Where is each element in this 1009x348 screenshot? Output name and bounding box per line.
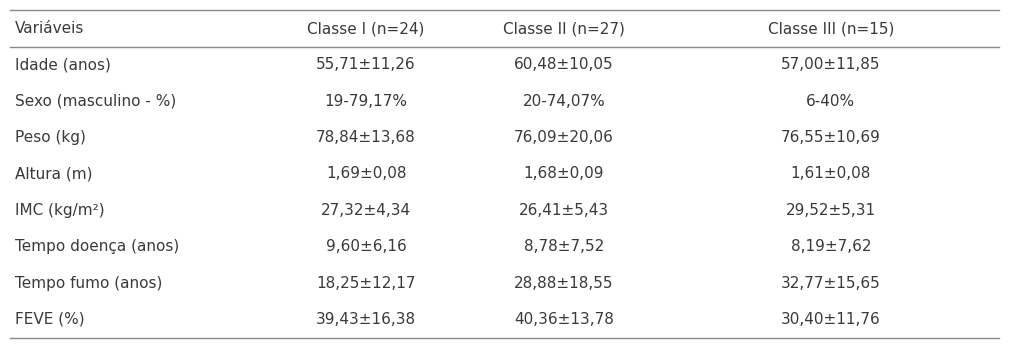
Text: 1,68±0,09: 1,68±0,09	[524, 166, 604, 182]
Text: 9,60±6,16: 9,60±6,16	[326, 239, 407, 254]
Text: 26,41±5,43: 26,41±5,43	[519, 203, 608, 218]
Text: 1,61±0,08: 1,61±0,08	[791, 166, 871, 182]
Text: 55,71±11,26: 55,71±11,26	[316, 57, 416, 72]
Text: IMC (kg/m²): IMC (kg/m²)	[15, 203, 105, 218]
Text: 29,52±5,31: 29,52±5,31	[786, 203, 876, 218]
Text: Altura (m): Altura (m)	[15, 166, 93, 182]
Text: Classe III (n=15): Classe III (n=15)	[768, 21, 894, 36]
Text: 27,32±4,34: 27,32±4,34	[321, 203, 411, 218]
Text: 19-79,17%: 19-79,17%	[325, 94, 408, 109]
Text: 78,84±13,68: 78,84±13,68	[316, 130, 416, 145]
Text: 76,55±10,69: 76,55±10,69	[781, 130, 881, 145]
Text: FEVE (%): FEVE (%)	[15, 312, 85, 327]
Text: Tempo fumo (anos): Tempo fumo (anos)	[15, 276, 162, 291]
Text: 20-74,07%: 20-74,07%	[523, 94, 605, 109]
Text: 39,43±16,38: 39,43±16,38	[316, 312, 416, 327]
Text: 30,40±11,76: 30,40±11,76	[781, 312, 881, 327]
Text: Variáveis: Variáveis	[15, 21, 85, 36]
Text: Classe II (n=27): Classe II (n=27)	[502, 21, 625, 36]
Text: 8,19±7,62: 8,19±7,62	[791, 239, 871, 254]
Text: 8,78±7,52: 8,78±7,52	[524, 239, 604, 254]
Text: 76,09±20,06: 76,09±20,06	[514, 130, 613, 145]
Text: 60,48±10,05: 60,48±10,05	[514, 57, 613, 72]
Text: Idade (anos): Idade (anos)	[15, 57, 111, 72]
Text: Classe I (n=24): Classe I (n=24)	[308, 21, 425, 36]
Text: Sexo (masculino - %): Sexo (masculino - %)	[15, 94, 177, 109]
Text: 6-40%: 6-40%	[806, 94, 856, 109]
Text: 1,69±0,08: 1,69±0,08	[326, 166, 407, 182]
Text: 57,00±11,85: 57,00±11,85	[781, 57, 881, 72]
Text: 18,25±12,17: 18,25±12,17	[316, 276, 416, 291]
Text: Tempo doença (anos): Tempo doença (anos)	[15, 239, 180, 254]
Text: Peso (kg): Peso (kg)	[15, 130, 86, 145]
Text: 40,36±13,78: 40,36±13,78	[514, 312, 613, 327]
Text: 28,88±18,55: 28,88±18,55	[514, 276, 613, 291]
Text: 32,77±15,65: 32,77±15,65	[781, 276, 881, 291]
